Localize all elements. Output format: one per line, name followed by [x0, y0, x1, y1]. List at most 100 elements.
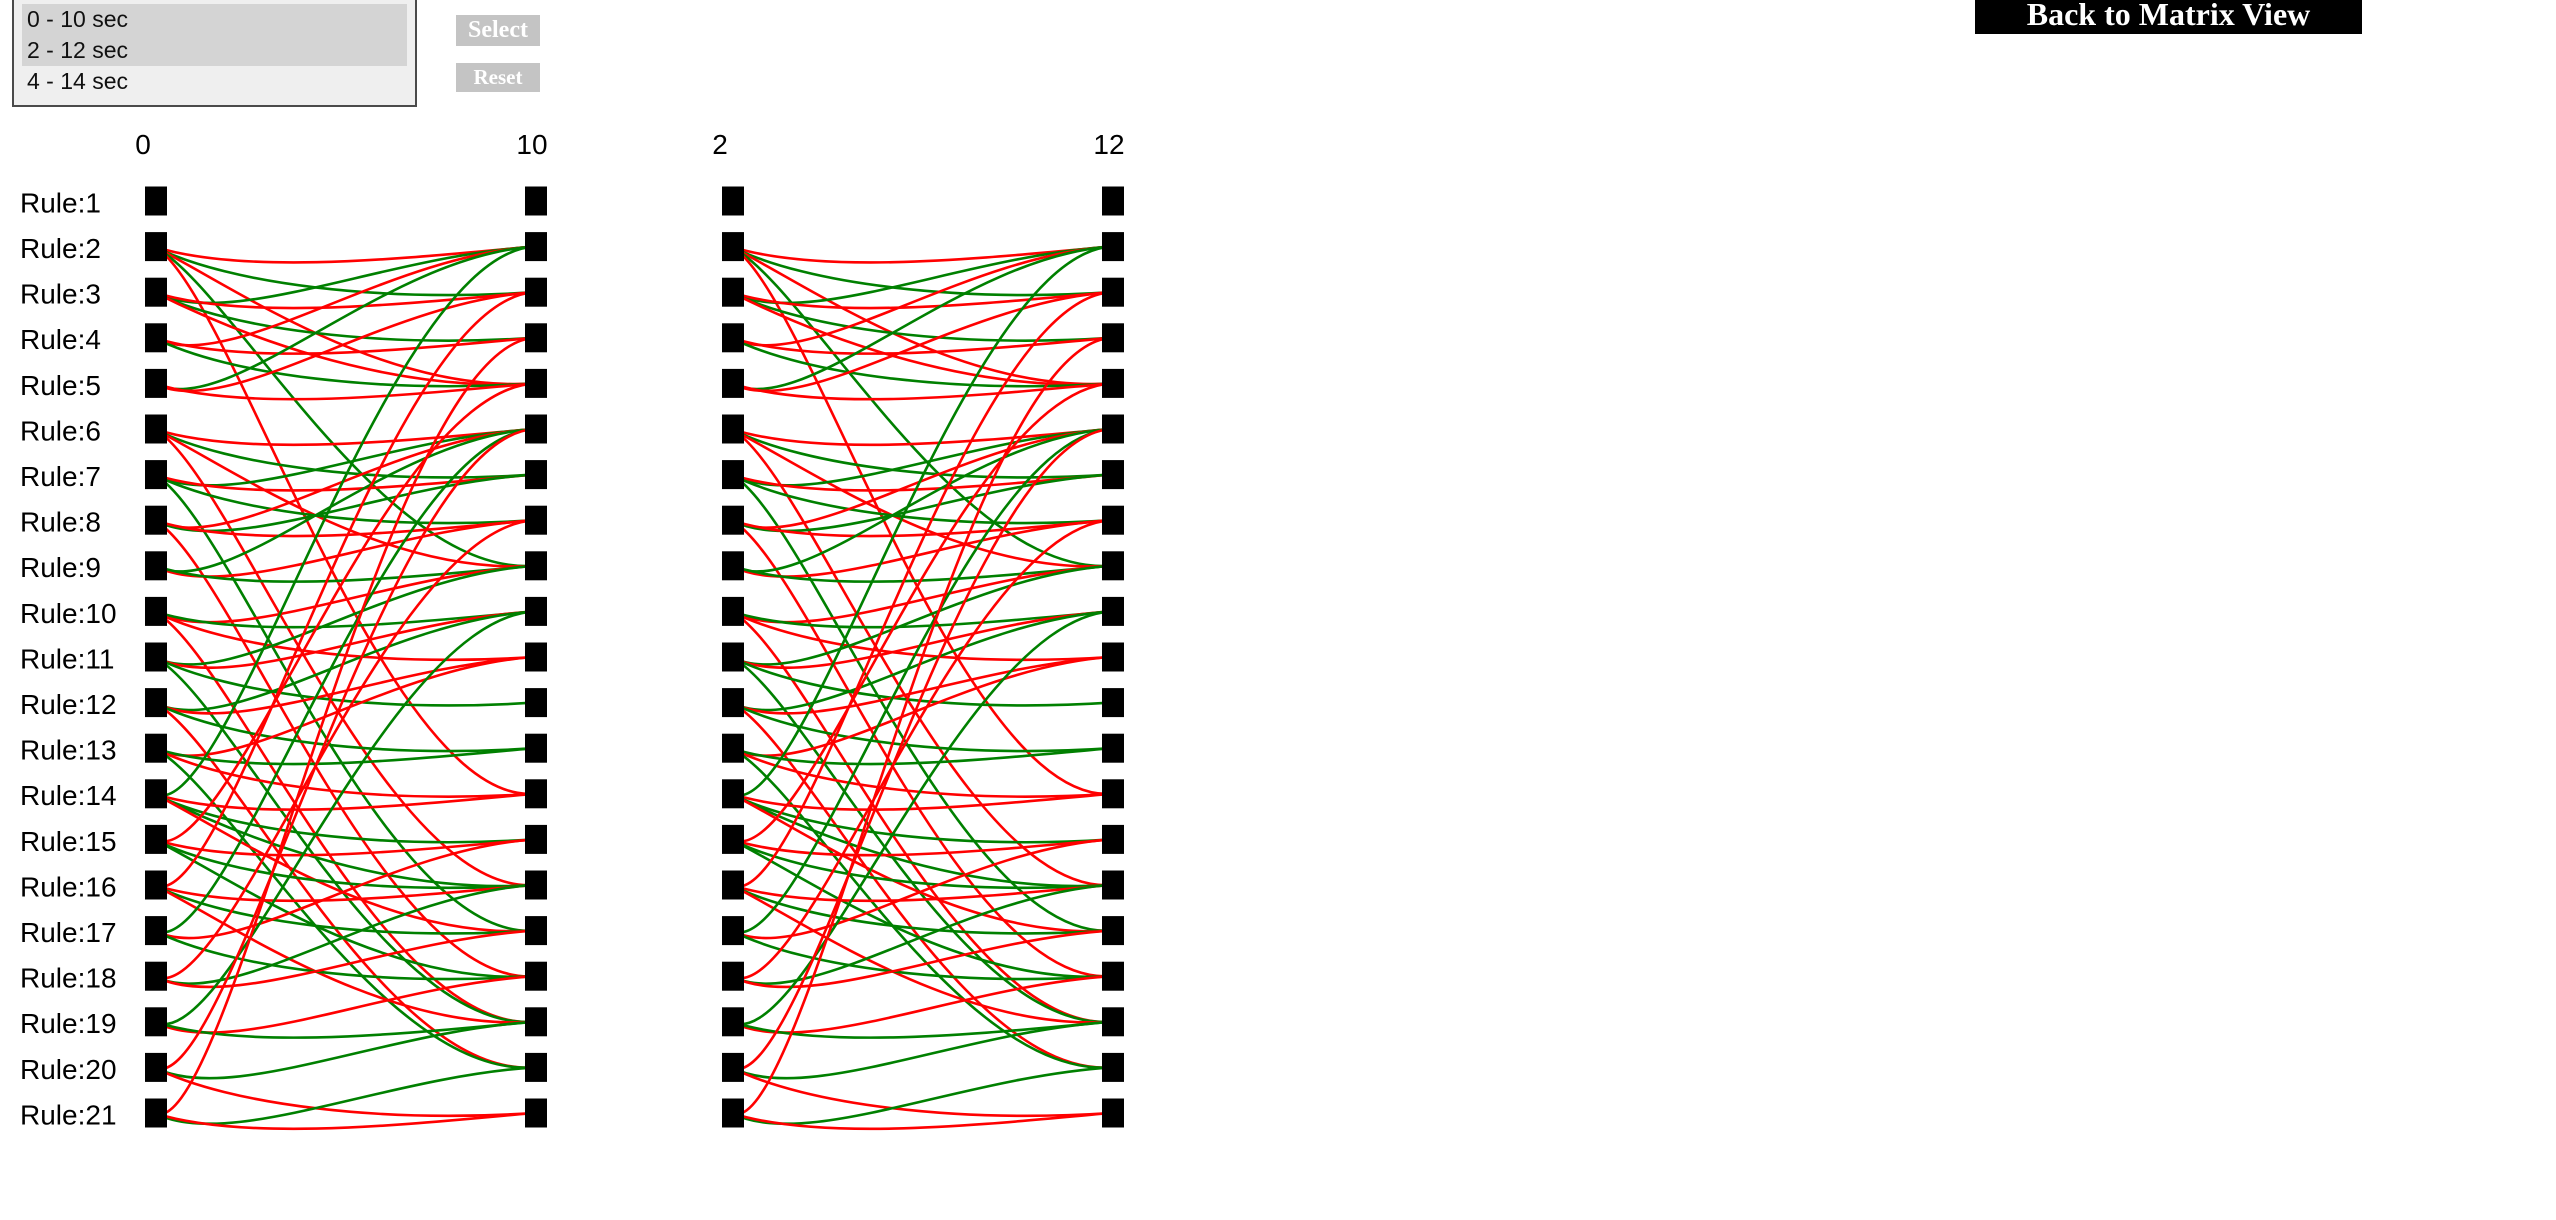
- rule-node-left[interactable]: [722, 460, 744, 490]
- rule-node-right[interactable]: [1102, 733, 1124, 763]
- rule-node-left[interactable]: [722, 916, 744, 946]
- rule-node-left[interactable]: [145, 688, 167, 718]
- rule-node-right[interactable]: [525, 414, 547, 444]
- rule-node-right[interactable]: [525, 733, 547, 763]
- rule-node-left[interactable]: [722, 688, 744, 718]
- rule-node-left[interactable]: [722, 596, 744, 626]
- rule-node-right[interactable]: [525, 323, 547, 353]
- rule-node-right[interactable]: [1102, 961, 1124, 991]
- rule-node-left[interactable]: [722, 277, 744, 307]
- rule-node-right[interactable]: [1102, 688, 1124, 718]
- rule-node-left[interactable]: [722, 414, 744, 444]
- rule-node-right[interactable]: [525, 642, 547, 672]
- time-window-list[interactable]: 0 - 10 sec 2 - 12 sec 4 - 14 sec: [12, 0, 417, 107]
- rule-node-right[interactable]: [525, 870, 547, 900]
- rule-node-right[interactable]: [525, 368, 547, 398]
- transition-edge: [730, 746, 1112, 766]
- rule-node-left[interactable]: [145, 323, 167, 353]
- rule-node-right[interactable]: [525, 505, 547, 535]
- rule-node-left[interactable]: [145, 414, 167, 444]
- rule-node-left[interactable]: [145, 961, 167, 991]
- rule-node-left[interactable]: [722, 1052, 744, 1082]
- rule-node-left[interactable]: [145, 916, 167, 946]
- time-window-option-0-10[interactable]: 0 - 10 sec: [22, 4, 407, 35]
- rule-node-left[interactable]: [145, 505, 167, 535]
- rule-node-left[interactable]: [722, 551, 744, 581]
- rule-node-left[interactable]: [145, 1052, 167, 1082]
- rule-node-right[interactable]: [1102, 186, 1124, 216]
- rule-node-left[interactable]: [145, 596, 167, 626]
- rule-node-left[interactable]: [145, 232, 167, 262]
- rule-node-left[interactable]: [145, 779, 167, 809]
- rule-node-right[interactable]: [525, 1007, 547, 1037]
- rule-node-right[interactable]: [1102, 505, 1124, 535]
- rule-node-right[interactable]: [525, 277, 547, 307]
- rule-node-right[interactable]: [525, 596, 547, 626]
- rule-node-left[interactable]: [722, 733, 744, 763]
- rule-node-right[interactable]: [525, 779, 547, 809]
- rule-label: Rule:19: [20, 1008, 117, 1039]
- rule-node-right[interactable]: [1102, 1052, 1124, 1082]
- rule-node-right[interactable]: [1102, 596, 1124, 626]
- rule-node-left[interactable]: [145, 1007, 167, 1037]
- rule-node-right[interactable]: [1102, 414, 1124, 444]
- rule-node-right[interactable]: [1102, 1098, 1124, 1128]
- rule-node-left[interactable]: [722, 368, 744, 398]
- rule-node-right[interactable]: [1102, 642, 1124, 672]
- transition-edge: [730, 792, 1112, 811]
- select-button[interactable]: Select: [456, 15, 540, 46]
- rule-node-left[interactable]: [722, 779, 744, 809]
- transition-edge: [153, 427, 535, 573]
- rule-node-left[interactable]: [145, 277, 167, 307]
- rule-node-left[interactable]: [722, 870, 744, 900]
- rule-node-left[interactable]: [145, 733, 167, 763]
- rule-node-left[interactable]: [145, 186, 167, 216]
- rule-node-right[interactable]: [1102, 232, 1124, 262]
- rule-node-right[interactable]: [1102, 916, 1124, 946]
- transition-edge: [730, 245, 1112, 391]
- transition-edge: [730, 518, 1112, 578]
- rule-node-right[interactable]: [525, 1052, 547, 1082]
- transition-edge: [153, 792, 535, 811]
- rule-node-left[interactable]: [722, 1098, 744, 1128]
- rule-node-right[interactable]: [1102, 779, 1124, 809]
- rule-node-left[interactable]: [722, 824, 744, 854]
- rule-node-left[interactable]: [722, 323, 744, 353]
- back-to-matrix-view-button[interactable]: Back to Matrix View: [1975, 0, 2362, 34]
- rule-node-left[interactable]: [145, 460, 167, 490]
- rule-node-right[interactable]: [1102, 368, 1124, 398]
- rule-node-right[interactable]: [525, 961, 547, 991]
- rule-node-left[interactable]: [145, 870, 167, 900]
- rule-node-right[interactable]: [1102, 551, 1124, 581]
- rule-node-right[interactable]: [1102, 323, 1124, 353]
- time-window-option-2-12[interactable]: 2 - 12 sec: [22, 35, 407, 66]
- rule-node-right[interactable]: [525, 688, 547, 718]
- rule-node-left[interactable]: [722, 505, 744, 535]
- time-window-option-4-14[interactable]: 4 - 14 sec: [27, 68, 128, 94]
- rule-node-right[interactable]: [1102, 824, 1124, 854]
- reset-button[interactable]: Reset: [456, 63, 540, 92]
- transition-edge: [153, 245, 535, 391]
- rule-node-right[interactable]: [525, 186, 547, 216]
- rule-node-right[interactable]: [525, 916, 547, 946]
- rule-node-right[interactable]: [1102, 870, 1124, 900]
- rule-node-left[interactable]: [145, 1098, 167, 1128]
- rule-node-left[interactable]: [722, 961, 744, 991]
- rule-node-right[interactable]: [525, 460, 547, 490]
- rule-node-right[interactable]: [525, 232, 547, 262]
- rule-node-left[interactable]: [722, 642, 744, 672]
- rule-node-right[interactable]: [1102, 1007, 1124, 1037]
- rule-node-right[interactable]: [525, 1098, 547, 1128]
- rule-node-left[interactable]: [145, 551, 167, 581]
- transition-edge: [730, 382, 1112, 843]
- rule-node-left[interactable]: [722, 1007, 744, 1037]
- rule-node-left[interactable]: [145, 824, 167, 854]
- rule-node-right[interactable]: [525, 551, 547, 581]
- rule-node-left[interactable]: [145, 642, 167, 672]
- rule-node-right[interactable]: [1102, 277, 1124, 307]
- rule-node-left[interactable]: [145, 368, 167, 398]
- rule-node-left[interactable]: [722, 186, 744, 216]
- rule-node-left[interactable]: [722, 232, 744, 262]
- rule-node-right[interactable]: [1102, 460, 1124, 490]
- rule-node-right[interactable]: [525, 824, 547, 854]
